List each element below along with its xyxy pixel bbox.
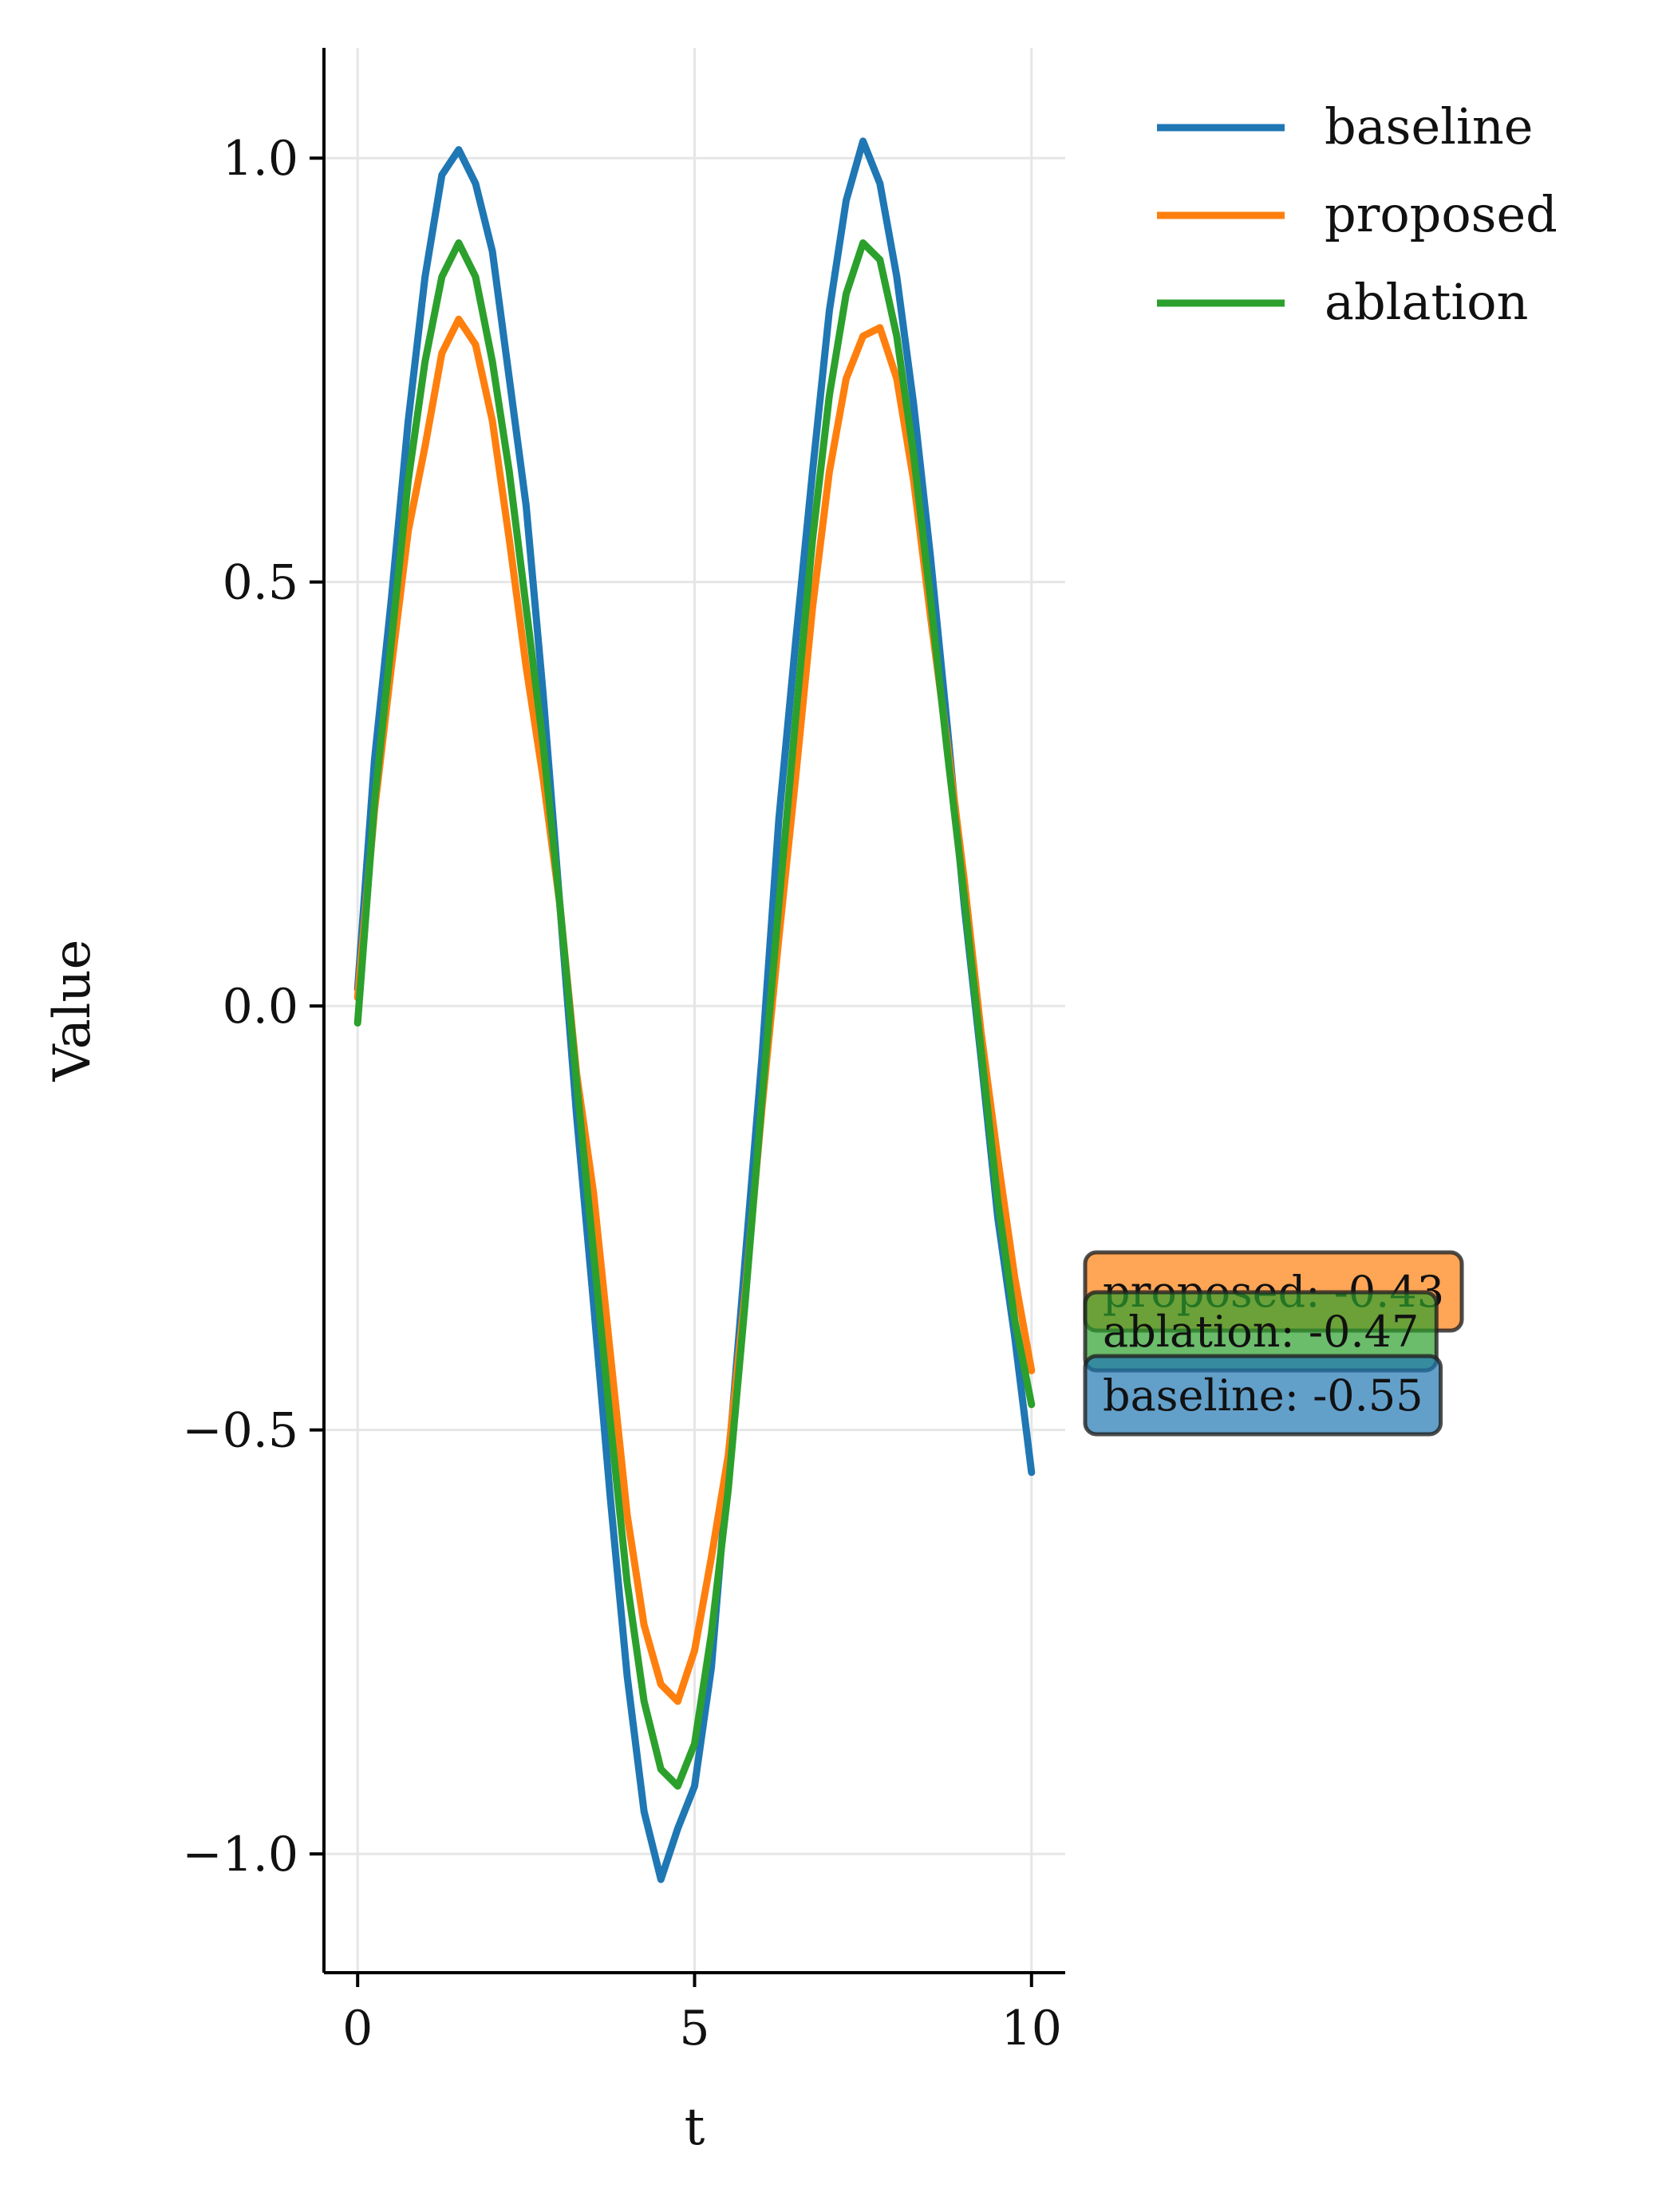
legend-label-ablation: ablation: [1325, 273, 1528, 331]
grid: [324, 48, 1065, 1973]
end-value-label-text: baseline: -0.55: [1103, 1370, 1423, 1421]
y-tick-label: −1.0: [182, 1827, 298, 1883]
y-axis-label: Value: [43, 939, 102, 1082]
legend-label-proposed: proposed: [1325, 185, 1558, 243]
x-tick-label: 10: [1001, 2001, 1062, 2056]
end-value-label: ablation: -0.47: [1083, 1290, 1439, 1373]
end-value-labels: proposed: -0.43ablation: -0.47baseline: …: [1083, 1250, 1464, 1437]
x-tick-label: 0: [342, 2001, 373, 2056]
y-tick-label: 0.0: [223, 979, 298, 1035]
legend-label-baseline: baseline: [1325, 97, 1533, 156]
y-tick-label: 0.5: [223, 555, 298, 611]
x-axis-label: t: [685, 2098, 705, 2157]
series-line-baseline: [353, 137, 1036, 1883]
x-axis-ticks: 0 5 10: [342, 1973, 1062, 2056]
end-value-label-text: ablation: -0.47: [1103, 1307, 1419, 1357]
y-tick-label: 1.0: [223, 131, 298, 187]
y-tick-label: −0.5: [182, 1403, 298, 1459]
y-axis-ticks: 1.0 0.5 0.0 −0.5 −1.0: [182, 131, 324, 1883]
series-lines: [353, 137, 1036, 1883]
x-tick-label: 5: [679, 2001, 709, 2056]
end-value-label-box: [1083, 1354, 1443, 1437]
series-line-ablation: [353, 239, 1036, 1790]
legend: baseline proposed ablation: [1157, 97, 1558, 331]
end-value-label: baseline: -0.55: [1083, 1354, 1443, 1437]
